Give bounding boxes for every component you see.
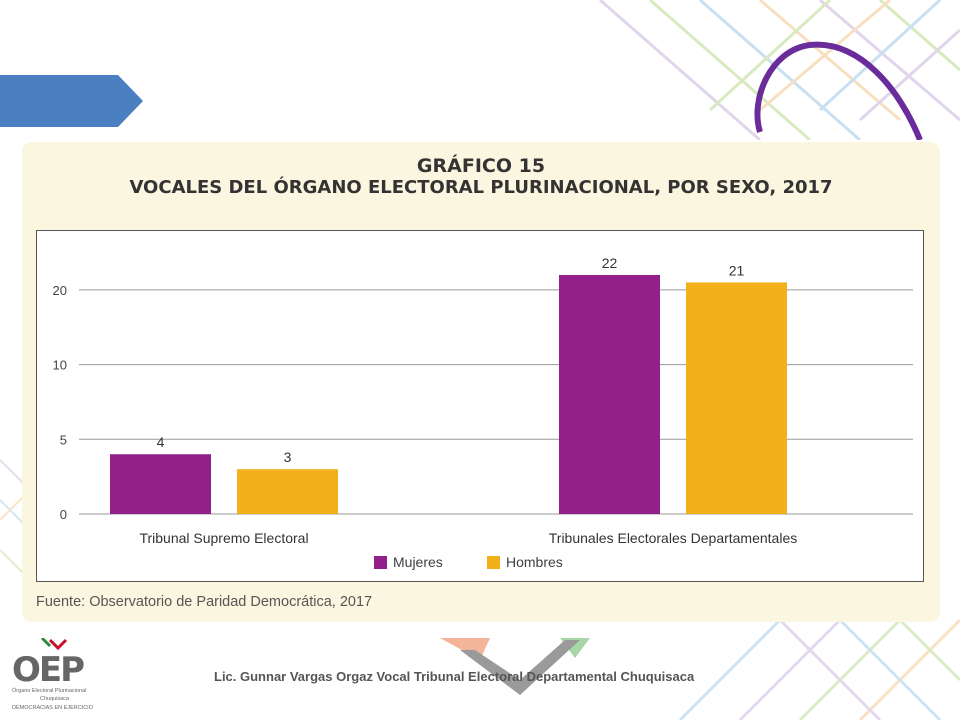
bar xyxy=(110,454,211,514)
y-tick-label: 5 xyxy=(60,432,67,447)
chart-source: Fuente: Observatorio de Paridad Democrát… xyxy=(36,594,373,610)
y-tick-label: 10 xyxy=(53,358,67,373)
data-label: 21 xyxy=(729,262,745,278)
footer-credit: Lic. Gunnar Vargas Orgaz Vocal Tribunal … xyxy=(214,669,695,684)
y-tick-label: 20 xyxy=(53,283,67,298)
logo-wordmark: OEP xyxy=(12,650,85,690)
logo-line-1: Órgano Electoral Plurinacional xyxy=(12,688,87,694)
legend-label-mujeres: Mujeres xyxy=(393,554,443,570)
chart-frame: 0 5 10 20 4 3 Tribunal Supremo Electoral 22 21 Tr… xyxy=(36,230,924,582)
bar xyxy=(686,282,787,514)
decorative-pattern-top xyxy=(599,0,960,140)
logo-line-2: Chuquisaca xyxy=(40,696,70,702)
data-label: 22 xyxy=(602,255,618,271)
x-category-label: Tribunales Electorales Departamentales xyxy=(549,530,798,546)
chart-subtitle: VOCALES DEL ÓRGANO ELECTORAL PLURINACION… xyxy=(129,177,833,198)
chart-title: GRÁFICO 15 xyxy=(416,155,546,177)
x-category-label: Tribunal Supremo Electoral xyxy=(139,530,308,546)
section-arrow-tab xyxy=(0,75,143,127)
bar xyxy=(237,469,338,514)
legend-swatch-mujeres xyxy=(374,555,387,569)
oep-logo-icon xyxy=(40,638,68,651)
decorative-pattern-bottom xyxy=(440,618,960,720)
logo-line-3: DEMOCRACIAS EN EJERCICIO xyxy=(12,705,93,711)
legend-item-hombres: Hombres xyxy=(487,553,563,571)
y-tick-label: 0 xyxy=(60,507,67,522)
legend-swatch-hombres xyxy=(487,555,500,569)
data-label: 4 xyxy=(157,434,165,450)
data-label: 3 xyxy=(284,449,292,465)
bar-chart: 0 5 10 20 4 3 Tribunal Supremo Electoral 22 21 Tr… xyxy=(53,255,913,546)
legend-item-mujeres: Mujeres xyxy=(374,553,443,571)
legend-label-hombres: Hombres xyxy=(506,554,563,570)
bar xyxy=(559,274,660,514)
